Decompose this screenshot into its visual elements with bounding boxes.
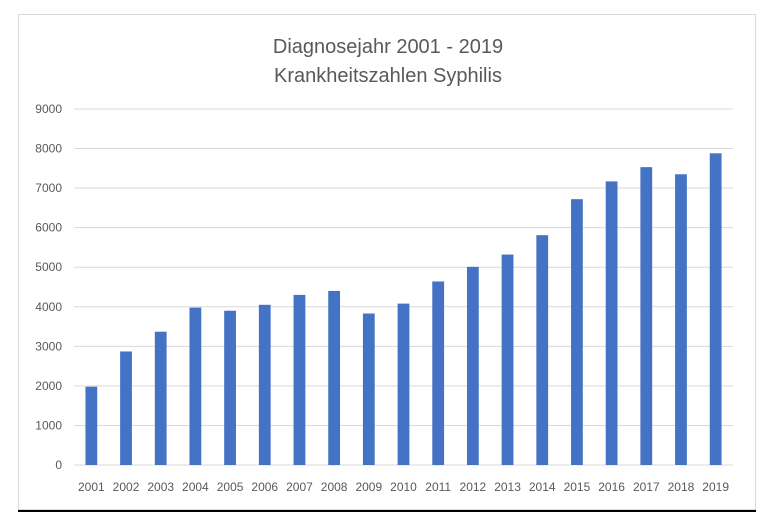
bar-2014 <box>536 235 549 465</box>
y-tick-label: 7000 <box>35 181 62 195</box>
bars <box>85 153 722 466</box>
bar-2009 <box>362 313 375 465</box>
x-tick-label: 2019 <box>702 480 729 494</box>
bar-2007 <box>293 294 306 465</box>
x-tick-label: 2017 <box>633 480 660 494</box>
x-tick-label: 2006 <box>251 480 278 494</box>
x-tick-label: 2008 <box>321 480 348 494</box>
chart-title: Diagnosejahr 2001 - 2019 Krankheitszahle… <box>19 33 757 91</box>
bar-2019 <box>709 153 722 465</box>
x-tick-label: 2016 <box>598 480 625 494</box>
y-tick-label: 4000 <box>35 300 62 314</box>
bar-2017 <box>640 167 653 465</box>
y-tick-label: 1000 <box>35 418 62 432</box>
x-tick-label: 2002 <box>113 480 140 494</box>
x-tick-label: 2004 <box>182 480 209 494</box>
bottom-rule <box>18 510 756 512</box>
x-tick-label: 2007 <box>286 480 313 494</box>
x-axis-ticks: 2001 2002 2003 2004 2005 2006 2007 2008 2009 2010… <box>78 480 729 494</box>
bar-2006 <box>258 304 271 465</box>
chart-area: Diagnosejahr 2001 - 2019 Krankheitszahle… <box>18 14 756 510</box>
x-tick-label: 2001 <box>78 480 105 494</box>
bar-2004 <box>189 307 202 465</box>
y-tick-label: 5000 <box>35 260 62 274</box>
bar-2013 <box>501 254 514 465</box>
bar-2015 <box>571 199 583 466</box>
x-tick-label: 2005 <box>217 480 244 494</box>
x-tick-label: 2013 <box>494 480 521 494</box>
bar-2010 <box>397 303 410 465</box>
x-tick-label: 2003 <box>147 480 174 494</box>
y-tick-label: 6000 <box>35 221 62 235</box>
bar-2001 <box>85 386 98 465</box>
bar-2018 <box>675 174 687 465</box>
bar-2011 <box>432 281 445 465</box>
x-tick-label: 2009 <box>355 480 382 494</box>
y-tick-label: 0 <box>55 458 62 472</box>
y-axis-ticks: 0 1000 2000 3000 4000 5000 6000 7000 8000 9000 <box>35 102 62 472</box>
chart-title-line-1: Diagnosejahr 2001 - 2019 <box>272 36 504 58</box>
x-tick-label: 2011 <box>425 480 451 494</box>
x-tick-label: 2012 <box>460 480 487 494</box>
x-tick-label: 2014 <box>529 480 556 494</box>
y-tick-label: 3000 <box>35 339 62 353</box>
bar-2012 <box>466 266 479 465</box>
x-tick-label: 2015 <box>564 480 591 494</box>
x-tick-label: 2010 <box>390 480 417 494</box>
bar-2005 <box>224 310 236 465</box>
y-tick-label: 8000 <box>35 142 62 156</box>
bar-2008 <box>328 290 341 465</box>
x-tick-label: 2018 <box>668 480 695 494</box>
bar-2002 <box>120 351 132 465</box>
y-tick-label: 9000 <box>35 102 62 116</box>
chart-title-line-2: Krankheitszahlen Syphilis <box>274 65 502 87</box>
bar-2003 <box>154 331 167 465</box>
y-tick-label: 2000 <box>35 379 62 393</box>
bar-2016 <box>605 181 618 466</box>
